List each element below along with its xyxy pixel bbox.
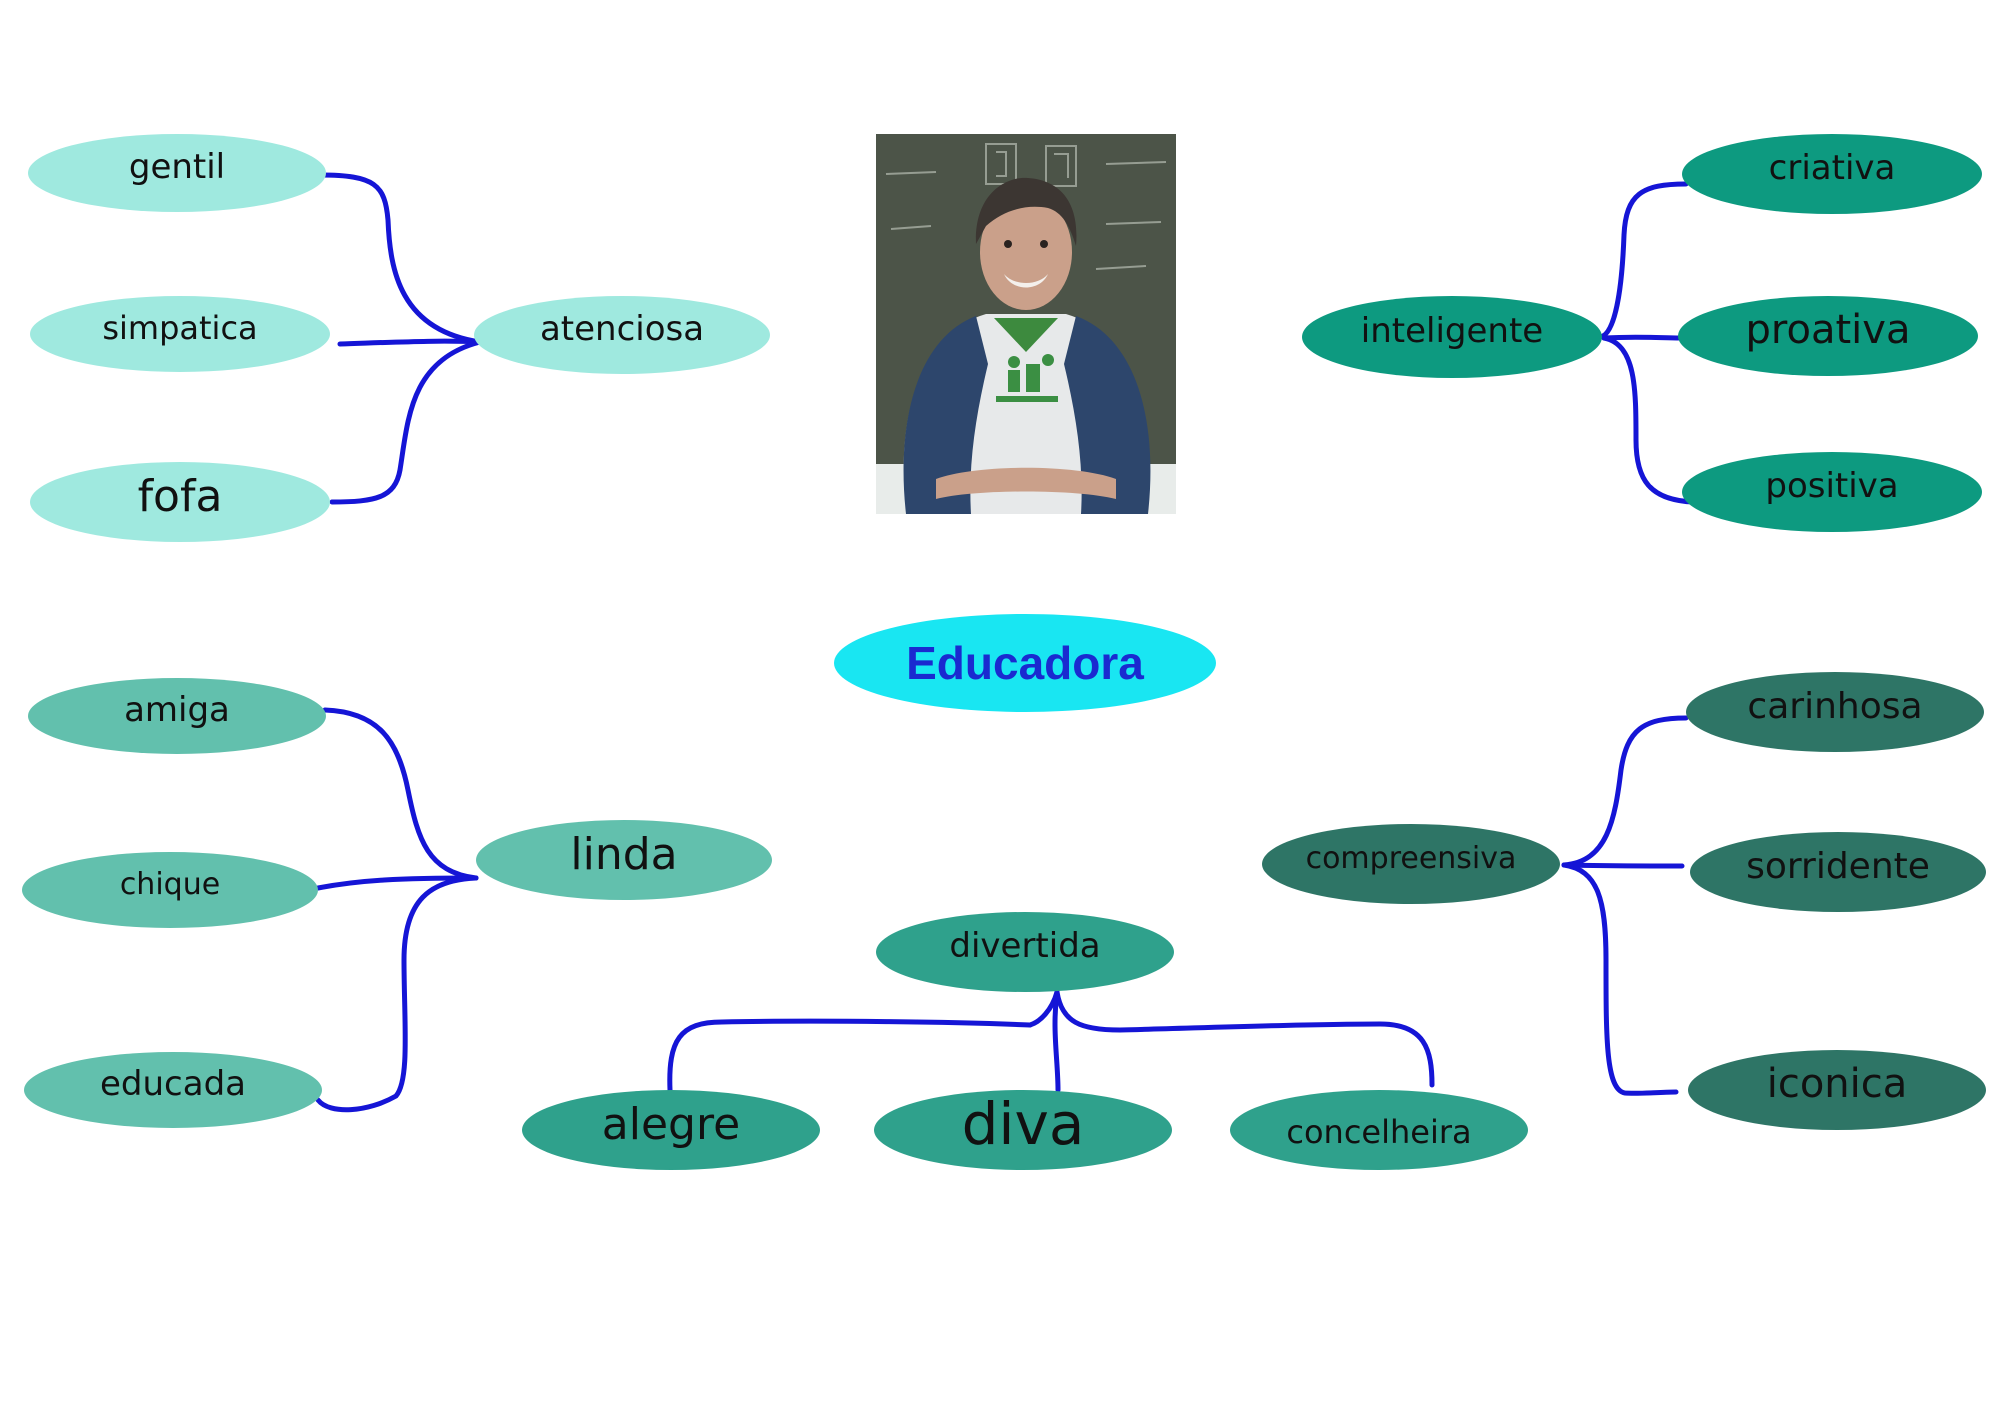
connector-criativa bbox=[1597, 181, 1689, 340]
node-linda[interactable]: linda bbox=[476, 820, 772, 900]
connector-sorridente bbox=[1561, 862, 1685, 869]
node-concelheira[interactable]: concelheira bbox=[1230, 1090, 1528, 1170]
node-label: linda bbox=[570, 828, 678, 880]
node-compreensiva[interactable]: compreensiva bbox=[1262, 824, 1560, 904]
node-label: compreensiva bbox=[1305, 840, 1517, 876]
educator-portrait-icon bbox=[876, 134, 1176, 514]
node-label: chique bbox=[119, 866, 221, 902]
connector-proativa bbox=[1601, 334, 1683, 341]
node-label: fofa bbox=[137, 470, 223, 522]
node-label: sorridente bbox=[1746, 845, 1930, 887]
node-label: divertida bbox=[949, 926, 1101, 966]
connector-diva bbox=[1052, 989, 1061, 1093]
node-label: criativa bbox=[1768, 148, 1896, 188]
node-educada[interactable]: educada bbox=[24, 1052, 322, 1128]
connector-concelheira bbox=[1054, 989, 1435, 1088]
connector-amiga bbox=[322, 707, 479, 881]
connector-iconica bbox=[1561, 862, 1679, 1096]
connector-educada bbox=[315, 875, 479, 1113]
node-label: gentil bbox=[128, 147, 226, 187]
educator-portrait-photo bbox=[876, 134, 1176, 514]
connector-positiva bbox=[1601, 335, 1696, 505]
connector-fofa bbox=[329, 339, 483, 505]
node-label: proativa bbox=[1745, 307, 1911, 353]
node-label: carinhosa bbox=[1747, 685, 1923, 727]
node-chique[interactable]: chique bbox=[22, 852, 318, 928]
node-inteligente[interactable]: inteligente bbox=[1302, 296, 1602, 378]
center-node-label: Educadora bbox=[906, 637, 1144, 689]
node-label: diva bbox=[961, 1090, 1085, 1158]
node-label: concelheira bbox=[1286, 1113, 1472, 1151]
node-label: amiga bbox=[124, 690, 230, 730]
node-label: iconica bbox=[1766, 1061, 1908, 1107]
center-node-educadora[interactable]: Educadora bbox=[834, 614, 1216, 712]
node-diva[interactable]: diva bbox=[874, 1090, 1172, 1170]
node-label: alegre bbox=[601, 1098, 741, 1150]
node-label: inteligente bbox=[1360, 311, 1544, 351]
node-gentil[interactable]: gentil bbox=[28, 134, 326, 212]
node-sorridente[interactable]: sorridente bbox=[1690, 832, 1986, 912]
node-amiga[interactable]: amiga bbox=[28, 678, 326, 754]
node-fofa[interactable]: fofa bbox=[30, 462, 330, 542]
node-atenciosa[interactable]: atenciosa bbox=[474, 296, 770, 374]
connector-simpatica bbox=[337, 338, 485, 347]
node-label: positiva bbox=[1765, 466, 1899, 506]
connector-gentil bbox=[317, 172, 483, 345]
node-proativa[interactable]: proativa bbox=[1678, 296, 1978, 376]
node-simpatica[interactable]: simpatica bbox=[30, 296, 330, 372]
node-criativa[interactable]: criativa bbox=[1682, 134, 1982, 214]
node-divertida[interactable]: divertida bbox=[876, 912, 1174, 992]
node-label: simpatica bbox=[102, 309, 258, 347]
node-alegre[interactable]: alegre bbox=[522, 1090, 820, 1170]
node-iconica[interactable]: iconica bbox=[1688, 1050, 1986, 1130]
node-carinhosa[interactable]: carinhosa bbox=[1686, 672, 1984, 752]
node-label: educada bbox=[100, 1064, 246, 1104]
connector-carinhosa bbox=[1561, 715, 1689, 868]
node-positiva[interactable]: positiva bbox=[1682, 452, 1982, 532]
node-label: atenciosa bbox=[539, 309, 705, 349]
connector-alegre bbox=[667, 1018, 1033, 1093]
connector-chique bbox=[315, 875, 479, 891]
